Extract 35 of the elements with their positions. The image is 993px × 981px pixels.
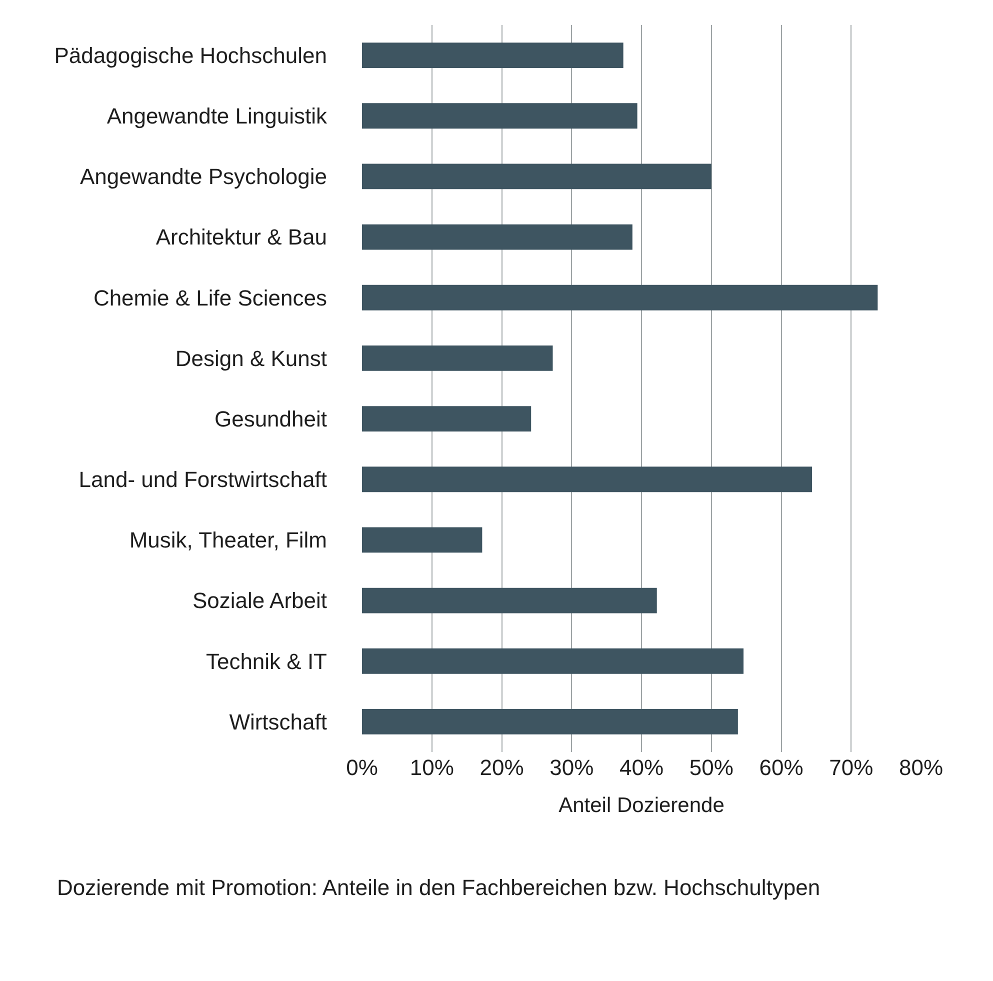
x-tick-label: 50% — [689, 755, 734, 780]
y-tick-label: Soziale Arbeit — [192, 588, 327, 614]
x-tick-label: 30% — [550, 755, 594, 780]
x-tick-label: 40% — [619, 755, 664, 780]
y-tick-label: Musik, Theater, Film — [129, 528, 327, 553]
bar — [362, 527, 482, 553]
y-tick-label: Land- und Forstwirtschaft — [78, 467, 327, 492]
x-tick-label: 10% — [410, 755, 454, 780]
bar — [362, 42, 624, 68]
y-tick-label: Design & Kunst — [175, 346, 327, 371]
bar — [362, 345, 553, 371]
x-tick-label: 20% — [480, 755, 524, 780]
x-tick-label: 60% — [759, 755, 804, 780]
x-tick-label: 0% — [346, 755, 378, 780]
bar — [362, 466, 812, 492]
y-tick-label: Wirtschaft — [229, 709, 327, 734]
bar — [362, 103, 638, 129]
bar — [362, 648, 744, 674]
x-axis-title: Anteil Dozierende — [558, 794, 724, 818]
y-tick-label: Chemie & Life Sciences — [93, 285, 327, 310]
bar — [362, 284, 878, 310]
y-tick-label: Technik & IT — [206, 648, 327, 674]
text: Dozierende mit Promotion: Anteile in den Fachbereichen bzw. Hochschultypen — [57, 875, 820, 900]
x-tick-label: 80% — [898, 755, 944, 780]
y-tick-label: Angewandte Linguistik — [106, 104, 328, 129]
bar — [362, 588, 657, 614]
bar — [362, 224, 632, 250]
y-tick-label: Angewandte Psychologie — [80, 164, 327, 190]
bar — [362, 708, 738, 734]
bar — [362, 164, 712, 190]
y-tick-label: Gesundheit — [214, 406, 327, 432]
x-tick-label: 70% — [829, 755, 874, 780]
y-tick-label: Pädagogische Hochschulen — [54, 42, 327, 68]
y-tick-label: Architektur & Bau — [156, 224, 327, 250]
bar — [362, 406, 532, 432]
